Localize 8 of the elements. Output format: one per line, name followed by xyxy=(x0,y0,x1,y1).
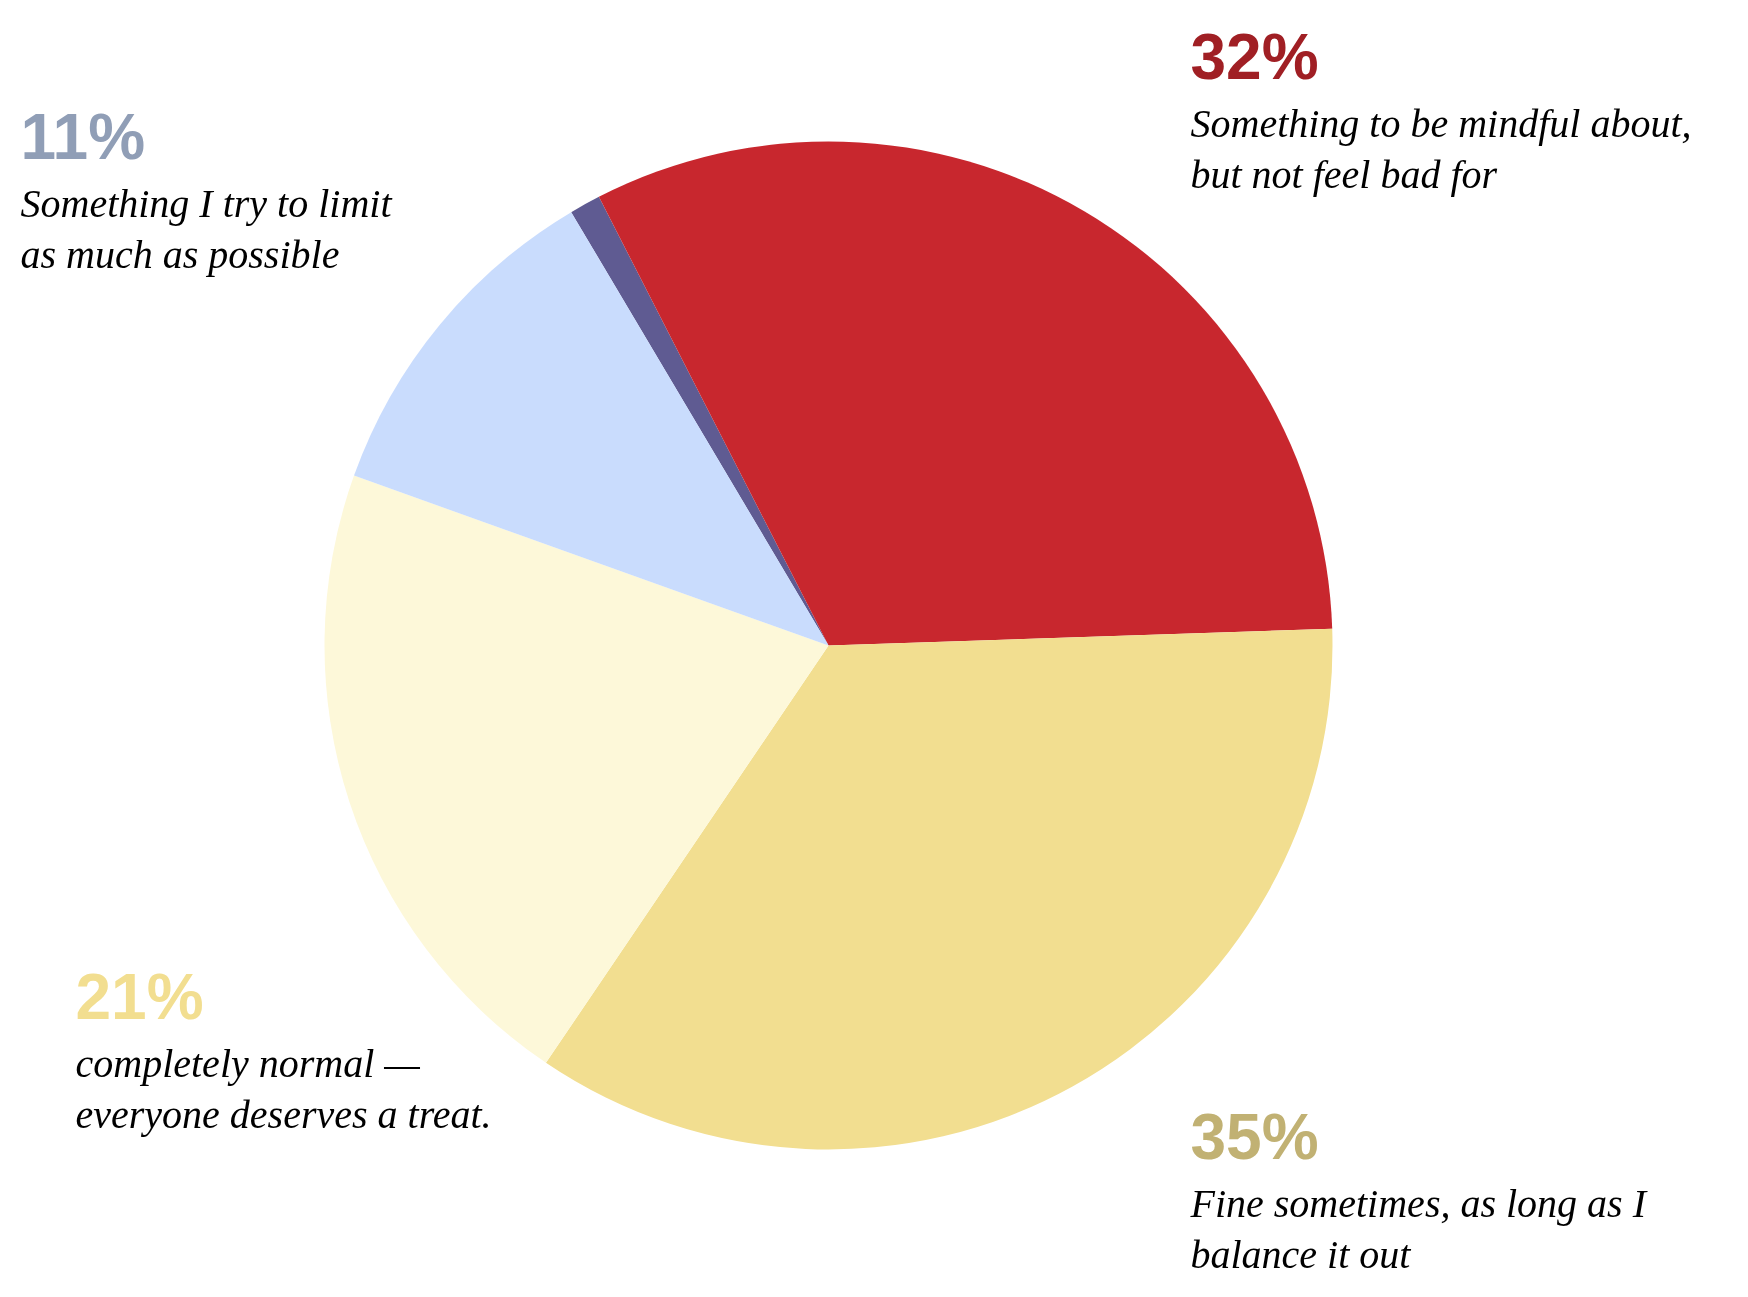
slice-label: Something to be mindful about, but not feel bad for xyxy=(1190,100,1692,198)
data-label: 21% xyxy=(75,960,204,1033)
data-label: 32% xyxy=(1190,20,1319,93)
data-label: 35% xyxy=(1190,1100,1319,1173)
slice-label: completely normal — everyone deserves a treat. xyxy=(75,1040,492,1138)
slice-label: Fine sometimes, as long as I balance it out xyxy=(1189,1180,1648,1278)
slice-label: Something I try to limit as much as possible xyxy=(20,180,393,278)
data-label: 11% xyxy=(20,100,146,173)
